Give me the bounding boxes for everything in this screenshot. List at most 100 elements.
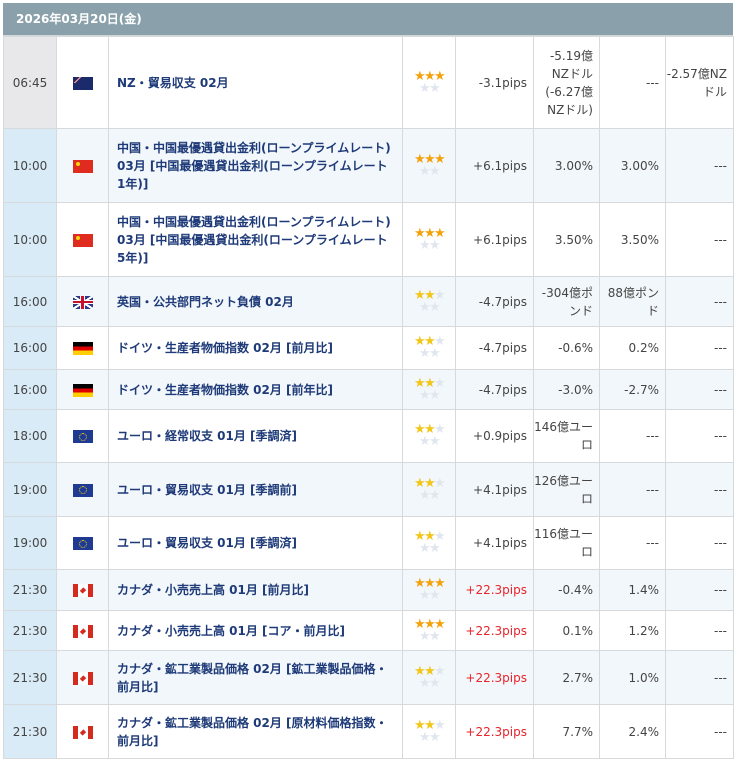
event-name-link[interactable]: 英国・公共部門ネット負債 02月: [108, 276, 403, 327]
actual-value: ---: [665, 462, 734, 517]
event-time: 19:00: [3, 462, 57, 517]
star-icon: ★: [424, 334, 436, 349]
previous-value: 2.7%: [533, 650, 600, 705]
star-icon: ★: [429, 387, 441, 403]
forecast-value: 1.4%: [599, 569, 666, 611]
star-icon: ★: [419, 163, 431, 179]
star-icon: ★: [429, 299, 441, 315]
pips-value: -3.1pips: [455, 36, 534, 129]
event-name-link[interactable]: ドイツ・生産者物価指数 02月 [前月比]: [108, 326, 403, 370]
event-time: 10:00: [3, 128, 57, 203]
event-name-link[interactable]: ユーロ・貿易収支 01月 [季調済]: [108, 516, 403, 570]
previous-value: 3.50%: [533, 202, 600, 277]
event-name-link[interactable]: ドイツ・生産者物価指数 02月 [前年比]: [108, 369, 403, 410]
importance-rating: ★★★ ★★: [402, 369, 456, 410]
star-icon: ★: [434, 422, 446, 437]
event-name-link[interactable]: カナダ・小売売上高 01月 [コア・前月比]: [108, 610, 403, 651]
forecast-value: ---: [599, 462, 666, 517]
event-time: 16:00: [3, 276, 57, 327]
event-row: 21:30 カナダ・小売売上高 01月 [コア・前月比] ★★★ ★★ +22.3…: [3, 610, 734, 651]
star-icon: ★: [419, 729, 431, 745]
star-icon: ★: [414, 334, 426, 349]
forecast-value: 0.2%: [599, 326, 666, 370]
star-icon: ★: [424, 576, 436, 591]
star-icon: ★: [424, 287, 436, 303]
star-icon: ★: [419, 80, 431, 96]
event-row: 21:30 カナダ・小売売上高 01月 [前月比] ★★★ ★★ +22.3pip…: [3, 569, 734, 611]
forecast-value: -2.7%: [599, 369, 666, 410]
forecast-value: 1.2%: [599, 610, 666, 651]
importance-rating: ★★★ ★★: [402, 462, 456, 517]
star-icon: ★: [424, 422, 436, 437]
actual-value: ---: [665, 610, 734, 651]
ca-flag-icon: [72, 671, 93, 685]
actual-value: ---: [665, 128, 734, 203]
star-icon: ★: [434, 68, 446, 84]
event-time: 16:00: [3, 326, 57, 370]
actual-value: ---: [665, 326, 734, 370]
event-time: 21:30: [3, 569, 57, 611]
pips-value: +22.3pips: [455, 650, 534, 705]
star-icon: ★: [434, 287, 446, 303]
cn-flag-icon: [72, 233, 93, 247]
previous-value: 7.7%: [533, 704, 600, 759]
event-name-link[interactable]: カナダ・鉱工業製品価格 02月 [鉱工業製品価格・前月比]: [108, 650, 403, 705]
ca-flag-icon: [72, 584, 93, 597]
eu-flag-icon: [72, 483, 93, 497]
star-icon: ★: [419, 299, 431, 315]
pips-value: +4.1pips: [455, 462, 534, 517]
previous-value: 126億ユーロ: [533, 462, 600, 517]
star-icon: ★: [414, 717, 426, 733]
event-name-link[interactable]: カナダ・小売売上高 01月 [前月比]: [108, 569, 403, 611]
star-icon: ★: [414, 375, 426, 391]
importance-rating: ★★★ ★★: [402, 326, 456, 370]
previous-value: 3.00%: [533, 128, 600, 203]
event-row: 16:00 英国・公共部門ネット負債 02月 ★★★ ★★ -4.7pips -3…: [3, 276, 734, 327]
previous-value: 0.1%: [533, 610, 600, 651]
de-flag-icon: [72, 342, 93, 355]
actual-value: ---: [665, 569, 734, 611]
economic-calendar: 2026年03月20日(金) 06:45 NZ・貿易収支 02月 ★★★ ★★ -…: [3, 3, 734, 759]
event-name-link[interactable]: ユーロ・貿易収支 01月 [季調前]: [108, 462, 403, 517]
event-name-link[interactable]: 中国・中国最優遇貸出金利(ローンプライムレート) 03月 [中国最優遇貸出金利(…: [108, 128, 403, 203]
ca-flag-icon: [72, 725, 93, 739]
forecast-value: 2.4%: [599, 704, 666, 759]
previous-value: 116億ユーロ: [533, 516, 600, 570]
event-row: 16:00 ドイツ・生産者物価指数 02月 [前月比] ★★★ ★★ -4.7pi…: [3, 326, 734, 370]
star-icon: ★: [429, 675, 441, 691]
event-time: 21:30: [3, 704, 57, 759]
actual-value: ---: [665, 516, 734, 570]
pips-value: +22.3pips: [455, 704, 534, 759]
eu-flag-icon: [72, 430, 93, 443]
star-icon: ★: [414, 616, 426, 632]
event-name-link[interactable]: カナダ・鉱工業製品価格 02月 [原材料価格指数・前月比]: [108, 704, 403, 759]
star-icon: ★: [429, 434, 441, 449]
star-icon: ★: [434, 663, 446, 679]
previous-value: -0.6%: [533, 326, 600, 370]
actual-value: ---: [665, 202, 734, 277]
importance-rating: ★★★ ★★: [402, 610, 456, 651]
event-row: 10:00 中国・中国最優遇貸出金利(ローンプライムレート) 03月 [中国最優…: [3, 202, 734, 277]
star-icon: ★: [424, 663, 436, 679]
event-name-link[interactable]: 中国・中国最優遇貸出金利(ローンプライムレート) 03月 [中国最優遇貸出金利(…: [108, 202, 403, 277]
event-name-link[interactable]: NZ・貿易収支 02月: [108, 36, 403, 129]
forecast-value: ---: [599, 36, 666, 129]
ca-flag-icon: [72, 624, 93, 638]
event-row: 21:30 カナダ・鉱工業製品価格 02月 [鉱工業製品価格・前月比] ★★★ ★…: [3, 650, 734, 705]
cn-flag-icon: [72, 159, 93, 173]
previous-value: -0.4%: [533, 569, 600, 611]
star-icon: ★: [429, 729, 441, 745]
star-icon: ★: [434, 717, 446, 733]
event-name-link[interactable]: ユーロ・経常収支 01月 [季調済]: [108, 409, 403, 463]
star-icon: ★: [414, 663, 426, 679]
star-icon: ★: [434, 529, 446, 544]
event-time: 21:30: [3, 650, 57, 705]
event-time: 21:30: [3, 610, 57, 651]
star-icon: ★: [424, 225, 436, 241]
star-icon: ★: [419, 346, 431, 361]
star-icon: ★: [429, 163, 441, 179]
event-time: 06:45: [3, 36, 57, 129]
actual-value: ---: [665, 650, 734, 705]
star-icon: ★: [429, 588, 441, 603]
previous-value: -5.19億NZドル(-6.27億NZドル): [533, 36, 600, 129]
